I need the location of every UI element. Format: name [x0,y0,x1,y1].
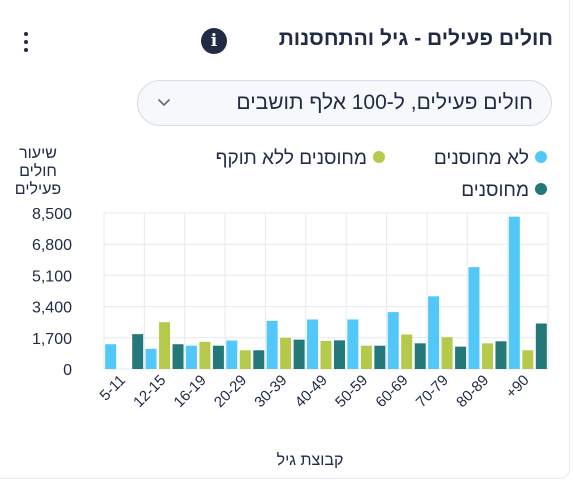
legend-label-expired: מחוסנים ללא תוקף [215,148,367,169]
legend-swatch-expired [373,151,385,163]
bar-expired [280,337,292,369]
bar-not-vaccinated [387,312,399,369]
y-tick-label: 0 [63,362,72,379]
bar-not-vaccinated [347,319,359,369]
bar-vaccinated [172,344,184,369]
y-tick-label: 6,800 [32,237,72,254]
bar-expired [159,322,171,369]
kebab-menu-icon[interactable] [18,30,34,54]
bar-not-vaccinated [266,320,278,369]
bar-not-vaccinated [145,348,157,369]
legend-item-not-vaccinated[interactable]: לא מחוסנים [434,148,547,170]
x-tick-label: 60-69 [372,372,411,411]
bar-expired [320,340,332,369]
bar-vaccinated [455,346,467,369]
bar-expired [441,337,453,369]
bar-not-vaccinated [468,267,480,369]
x-axis-label: קבוצת גיל [276,452,344,469]
x-tick-label: 30-39 [251,372,290,411]
legend-item-expired[interactable]: מחוסנים ללא תוקף [216,148,385,170]
x-tick-label: 20-29 [211,372,250,411]
bar-vaccinated [414,343,426,369]
x-tick-label: 16-19 [171,372,210,411]
x-tick-label: +90 [503,372,533,402]
bar-vaccinated [293,339,305,369]
bar-vaccinated [132,334,144,369]
y-tick-label: 3,400 [32,300,72,317]
x-tick-label: 80-89 [453,372,492,411]
bar-vaccinated [253,350,265,369]
bar-not-vaccinated [508,216,520,369]
legend-item-vaccinated[interactable]: מחוסנים [461,180,547,202]
x-tick-label: 40-49 [292,372,331,411]
y-tick-label: 8,500 [32,206,72,223]
bar-expired [360,345,372,369]
y-tick-label: 1,700 [32,331,72,348]
bar-not-vaccinated [307,319,318,369]
legend-swatch-vaccinated [535,183,547,195]
x-tick-label: 5-11 [97,372,129,404]
legend-label-vaccinated: מחוסנים [461,180,529,201]
bar-vaccinated [374,345,386,369]
y-axis-label: שיעור חולים פעילים [14,145,62,198]
chevron-down-icon [158,99,170,106]
bar-vaccinated [495,341,507,369]
bar-not-vaccinated [226,340,238,369]
x-tick-label: 70-79 [413,372,452,411]
info-icon[interactable]: i [201,28,227,54]
bar-expired [239,350,251,369]
bar-expired [522,350,534,369]
metric-select[interactable]: חולים פעילים, ל-100 אלף תושבים [137,80,552,126]
bar-not-vaccinated [428,296,440,369]
bar-expired [481,343,493,369]
bar-expired [199,341,211,369]
x-tick-label: 50-59 [332,372,371,411]
bar-vaccinated [212,345,224,369]
bar-vaccinated [535,323,547,369]
bar-not-vaccinated [105,344,117,369]
legend-swatch-not-vaccinated [535,151,547,163]
bar-not-vaccinated [185,345,197,369]
x-tick-label: 12-15 [130,372,169,411]
y-tick-label: 5,100 [32,268,72,285]
legend-label-not-vaccinated: לא מחוסנים [433,148,529,169]
bar-vaccinated [334,340,345,369]
metric-select-value: חולים פעילים, ל-100 אלף תושבים [236,91,533,114]
card-title: חולים פעילים - גיל והתחסנות [278,27,553,50]
bar-expired [401,334,413,369]
